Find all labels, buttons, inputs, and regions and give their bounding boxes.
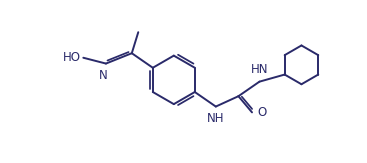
Text: NH: NH bbox=[206, 112, 224, 125]
Text: HN: HN bbox=[251, 63, 268, 76]
Text: N: N bbox=[99, 69, 108, 82]
Text: HO: HO bbox=[63, 51, 81, 64]
Text: O: O bbox=[258, 106, 267, 119]
